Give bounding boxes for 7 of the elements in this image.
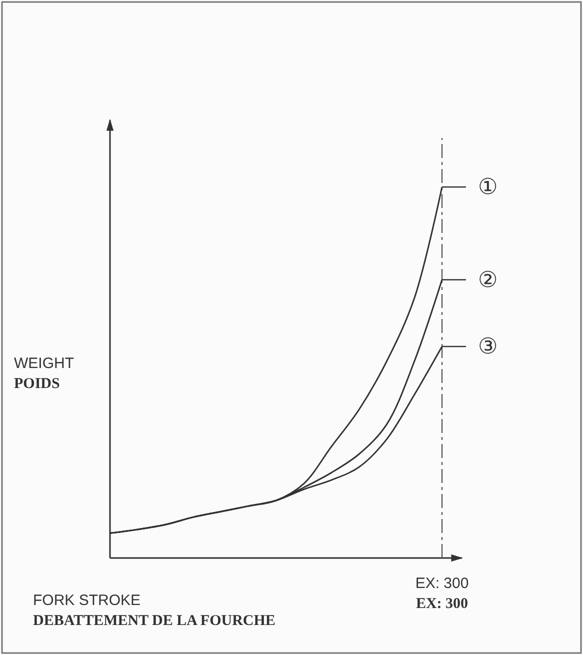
legend-label: ② [478,266,498,292]
y-axis-title: WEIGHT POIDS [14,355,74,392]
legend-label: ③ [478,334,498,359]
text: EX: 300 [415,575,469,592]
legend-label: ① [478,174,498,199]
text: EX: 300 [416,596,468,612]
x-axis-title: FORK STROKE DEBATTEMENT DE LA FOURCHE [33,592,276,629]
